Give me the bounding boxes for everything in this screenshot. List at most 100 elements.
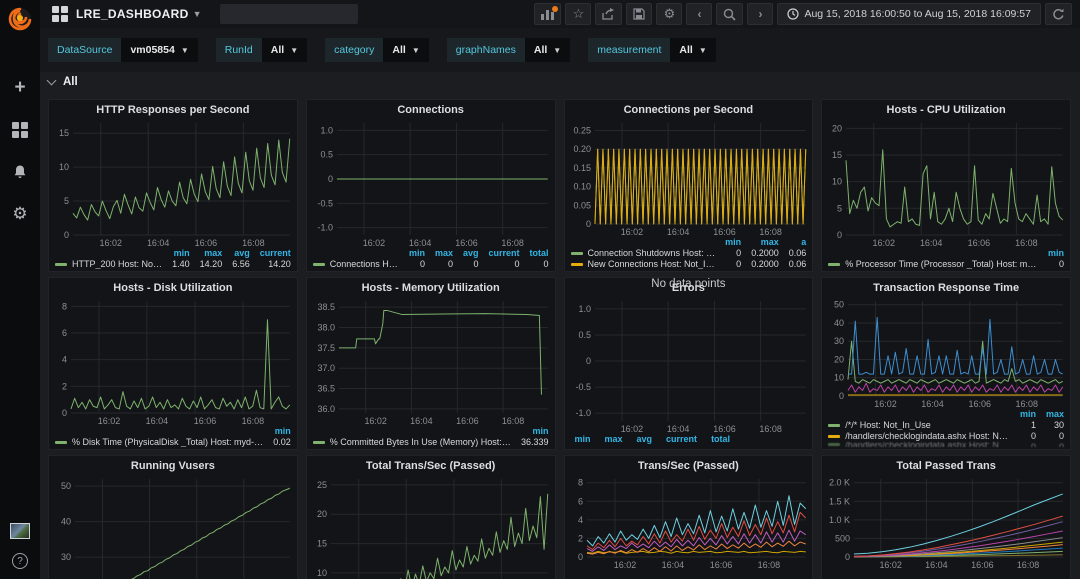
dashboards-icon[interactable] bbox=[10, 120, 30, 140]
svg-text:15: 15 bbox=[317, 539, 327, 549]
chart-canvas[interactable]: 36.036.537.037.538.038.516:0216:0416:061… bbox=[307, 296, 555, 426]
filter-label: measurement bbox=[588, 38, 670, 62]
filter-category[interactable]: categoryAll▼ bbox=[325, 38, 429, 62]
svg-text:0: 0 bbox=[837, 230, 842, 240]
svg-text:16:08: 16:08 bbox=[242, 416, 264, 426]
time-back-button[interactable]: ‹ bbox=[686, 3, 712, 25]
avatar[interactable] bbox=[10, 523, 30, 539]
svg-text:16:06: 16:06 bbox=[455, 238, 477, 248]
legend-stat-value: 6.56 bbox=[232, 259, 250, 269]
svg-text:5: 5 bbox=[64, 196, 69, 206]
filter-value-dropdown[interactable]: All▼ bbox=[262, 38, 307, 62]
svg-text:8: 8 bbox=[62, 301, 67, 311]
legend-series-label[interactable]: /handlers/checklogindata.ashx Host: Not_… bbox=[828, 442, 1010, 447]
svg-text:16:06: 16:06 bbox=[713, 227, 735, 237]
svg-text:4: 4 bbox=[62, 355, 67, 365]
legend-series-label[interactable]: HTTP_200 Host: Not_In_Use bbox=[55, 259, 162, 269]
svg-text:16:08: 16:08 bbox=[501, 238, 523, 248]
help-icon[interactable]: ? bbox=[12, 553, 28, 569]
panel-title[interactable]: Hosts - Disk Utilization bbox=[49, 278, 297, 296]
legend-col-current: current bbox=[260, 248, 291, 258]
panel-title[interactable]: Connections bbox=[307, 100, 555, 118]
save-button[interactable] bbox=[626, 3, 652, 25]
svg-text:16:08: 16:08 bbox=[759, 424, 781, 434]
chart-canvas[interactable]: -1.0-0.500.51.016:0216:0416:0616:08 bbox=[565, 296, 813, 434]
share-button[interactable] bbox=[595, 3, 622, 25]
dashboard-title-caret-icon[interactable]: ▼ bbox=[193, 9, 202, 19]
legend-stat-value: 0.2000 bbox=[751, 248, 779, 258]
filter-label: category bbox=[325, 38, 383, 62]
add-icon[interactable]: + bbox=[10, 78, 30, 98]
legend-col-max: max bbox=[435, 248, 453, 258]
svg-text:16:02: 16:02 bbox=[620, 227, 642, 237]
panel-title[interactable]: HTTP Responses per Second bbox=[49, 100, 297, 118]
svg-text:1.0: 1.0 bbox=[578, 304, 591, 314]
legend-series-label[interactable]: % Processor Time (Processor _Total) Host… bbox=[828, 259, 1038, 269]
legend-series-label[interactable]: Connection Shutdowns Host: Not_In_Use bbox=[571, 248, 716, 258]
legend-series-label[interactable]: /handlers/checklogindata.ashx Host: Not_… bbox=[828, 431, 1010, 441]
svg-text:6: 6 bbox=[62, 328, 67, 338]
svg-text:10: 10 bbox=[317, 568, 327, 578]
filter-runid[interactable]: RunIdAll▼ bbox=[216, 38, 307, 62]
star-button[interactable]: ☆ bbox=[565, 3, 591, 25]
dashboard-title[interactable]: LRE_DASHBOARD bbox=[76, 7, 189, 21]
time-range-picker[interactable]: Aug 15, 2018 16:00:50 to Aug 15, 2018 16… bbox=[777, 3, 1041, 25]
chart-canvas[interactable]: 2030405016:0216:0416:0616:08 bbox=[49, 474, 297, 579]
legend-series-label[interactable]: Connections Host: Not_In_Use bbox=[313, 259, 399, 269]
configuration-gear-icon[interactable]: ⚙ bbox=[10, 204, 30, 224]
filter-label: graphNames bbox=[447, 38, 525, 62]
panel-title[interactable]: Hosts - CPU Utilization bbox=[822, 100, 1070, 118]
add-panel-button[interactable] bbox=[534, 3, 561, 25]
panel-title[interactable]: Hosts - Memory Utilization bbox=[307, 278, 555, 296]
legend: minmaxavgcurrenttotalConnections Host: N… bbox=[307, 248, 555, 271]
legend-series-label[interactable]: % Committed Bytes In Use (Memory) Host: … bbox=[313, 437, 511, 447]
chart-canvas[interactable]: 0102030405016:0216:0416:0616:08 bbox=[822, 296, 1070, 409]
svg-text:50: 50 bbox=[834, 300, 844, 310]
legend-col-min: min bbox=[521, 426, 549, 436]
grafana-logo-icon[interactable] bbox=[7, 6, 33, 32]
svg-text:6: 6 bbox=[577, 496, 582, 506]
legend-series-label[interactable]: /*/* Host: Not_In_Use bbox=[828, 420, 1010, 430]
svg-text:25: 25 bbox=[317, 480, 327, 490]
settings-gear-button[interactable]: ⚙ bbox=[656, 3, 682, 25]
filter-value-dropdown[interactable]: All▼ bbox=[670, 38, 715, 62]
legend-col-min: min bbox=[725, 237, 741, 247]
panel-title[interactable]: Total Passed Trans bbox=[822, 456, 1070, 474]
panel-title[interactable]: Running Vusers bbox=[49, 456, 297, 474]
panel-3: Hosts - CPU Utilization0510152016:0216:0… bbox=[821, 99, 1071, 272]
svg-text:16:04: 16:04 bbox=[922, 399, 944, 409]
svg-text:16:02: 16:02 bbox=[98, 416, 120, 426]
chart-canvas[interactable]: 0510152016:0216:0416:0616:08 bbox=[822, 118, 1070, 248]
svg-text:16:06: 16:06 bbox=[971, 560, 993, 570]
zoom-out-button[interactable] bbox=[716, 3, 743, 25]
chart-canvas[interactable]: 0246816:0216:0416:0616:08 bbox=[565, 474, 813, 570]
legend-series-label[interactable]: New Connections Host: Not_In_Use bbox=[571, 259, 716, 269]
filter-value-dropdown[interactable]: All▼ bbox=[383, 38, 428, 62]
alerting-bell-icon[interactable] bbox=[10, 162, 30, 182]
svg-text:16:04: 16:04 bbox=[409, 238, 431, 248]
svg-text:0.5: 0.5 bbox=[320, 150, 333, 160]
chart-canvas[interactable]: 05101516:0216:0416:0616:08 bbox=[49, 118, 297, 248]
filter-graphnames[interactable]: graphNamesAll▼ bbox=[447, 38, 570, 62]
clock-icon bbox=[787, 8, 799, 20]
panel-title[interactable]: Connections per Second bbox=[565, 100, 813, 118]
chart-canvas[interactable]: 00.050.100.150.200.2516:0216:0416:0616:0… bbox=[565, 118, 813, 237]
row-toggle-all[interactable]: All bbox=[48, 76, 78, 88]
time-forward-button[interactable]: › bbox=[747, 3, 773, 25]
panel-title[interactable]: Total Trans/Sec (Passed) bbox=[307, 456, 555, 474]
filter-datasource[interactable]: DataSourcevm05854▼ bbox=[48, 38, 198, 62]
refresh-button[interactable] bbox=[1045, 3, 1072, 25]
filter-measurement[interactable]: measurementAll▼ bbox=[588, 38, 716, 62]
svg-text:1.5 K: 1.5 K bbox=[829, 496, 850, 506]
legend: min% Disk Time (PhysicalDisk _Total) Hos… bbox=[49, 426, 297, 449]
filter-value-dropdown[interactable]: All▼ bbox=[525, 38, 570, 62]
filter-value-dropdown[interactable]: vm05854▼ bbox=[121, 38, 197, 62]
panel-11: Total Passed Trans05001.0 K1.5 K2.0 K16:… bbox=[821, 455, 1071, 579]
legend-series-label[interactable]: % Disk Time (PhysicalDisk _Total) Host: … bbox=[55, 437, 263, 447]
chart-canvas[interactable]: -1.0-0.500.51.016:0216:0416:0616:08 bbox=[307, 118, 555, 248]
chart-canvas[interactable]: 51015202516:0216:0416:0616:08 bbox=[307, 474, 555, 579]
chart-canvas[interactable]: 05001.0 K1.5 K2.0 K16:0216:0416:0616:08 bbox=[822, 474, 1070, 570]
chart-canvas[interactable]: 0246816:0216:0416:0616:08 bbox=[49, 296, 297, 426]
panel-title[interactable]: Transaction Response Time bbox=[822, 278, 1070, 296]
panel-title[interactable]: Trans/Sec (Passed) bbox=[565, 456, 813, 474]
